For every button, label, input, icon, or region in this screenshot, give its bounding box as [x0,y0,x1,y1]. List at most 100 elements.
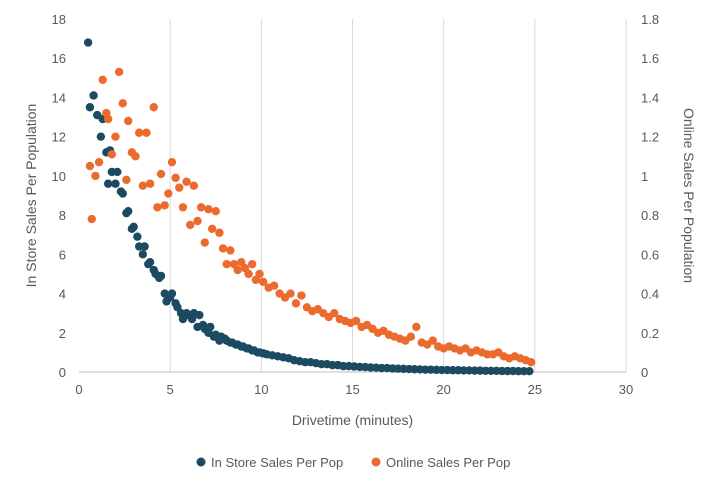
legend-label-online: Online Sales Per Pop [386,455,510,470]
legend-label-in-store: In Store Sales Per Pop [211,455,343,470]
data-series [83,38,536,376]
y-axis-title: In Store Sales Per Population [23,104,39,288]
online-point [107,150,117,159]
online-point [138,181,148,190]
online-point [211,206,220,216]
x-tick-label: 5 [167,382,174,397]
in-store-point [111,179,120,188]
in-store-series [83,38,534,376]
online-point [118,99,127,108]
online-point [134,128,144,137]
y2-tick-label: 0.2 [641,326,659,341]
online-point [291,299,301,308]
online-point [207,224,217,234]
online-point [142,128,151,137]
y2-tick-label: 1 [641,169,648,184]
y2-tick-label: 0.6 [641,247,659,262]
online-point [85,161,95,171]
online-point [204,205,213,214]
y2-tick-label: 1.8 [641,12,659,27]
online-point [124,116,133,126]
in-store-point [124,206,133,216]
online-point [233,265,242,275]
online-point [145,179,155,188]
y-tick-label: 18 [52,12,66,27]
in-store-point [525,367,534,376]
online-point [149,103,158,112]
x-axis-title: Drivetime (minutes) [292,412,413,428]
online-point [156,169,166,179]
online-point [87,214,96,224]
online-point [244,269,253,279]
y-tick-label: 12 [52,130,66,145]
online-point [167,157,177,167]
y-tick-label: 8 [59,208,66,223]
y2-axis-title: Online Sales Per Population [681,108,697,283]
y-tick-label: 6 [59,247,66,262]
in-store-point [118,189,127,198]
y-tick-label: 10 [52,169,66,184]
online-point [218,244,228,253]
x-tick-label: 10 [254,382,268,397]
online-point [186,220,195,230]
online-point [269,281,279,290]
online-point [182,177,191,186]
online-point [255,269,264,279]
in-store-point [89,91,98,100]
legend: In Store Sales Per Pop Online Sales Per P… [196,455,510,470]
online-point [351,316,361,326]
legend-marker-in-store [196,457,206,467]
online-point [196,203,206,212]
axes: 0 5 10 15 20 25 30 0 2 4 6 8 10 12 14 16 18 0 0.2 0.4 0.6 0.8… [52,12,660,397]
in-store-point [140,242,149,251]
online-point [412,322,421,332]
x-tick-label: 0 [75,382,82,397]
in-store-point [83,38,93,47]
online-point [330,308,339,318]
x-tick-label: 20 [436,382,450,397]
legend-marker-online [371,457,381,467]
in-store-point [206,322,215,332]
online-point [164,189,173,198]
y-tick-label: 2 [59,326,66,341]
online-point [178,203,188,212]
online-point [91,171,100,181]
in-store-point [195,310,204,320]
y-tick-label: 4 [59,287,66,302]
in-store-point [129,222,138,232]
gridlines [169,19,627,372]
y-tick-label: 0 [59,365,66,380]
online-point [222,259,231,269]
online-point [526,357,536,367]
in-store-point [167,289,177,298]
online-point [111,132,120,141]
online-point [297,291,306,300]
y2-tick-label: 0 [641,365,648,380]
online-point [114,67,124,77]
online-point [286,289,295,298]
online-point [226,246,235,255]
y-tick-label: 14 [52,90,66,105]
in-store-point [113,167,122,177]
online-point [215,228,224,237]
online-point [122,175,131,185]
online-point [406,332,416,341]
online-point [171,173,180,183]
online-point [248,259,257,269]
online-point [103,114,113,124]
online-point [428,336,437,345]
online-point [193,216,202,226]
online-point [189,181,199,190]
online-point [160,201,169,210]
y-tick-label: 16 [52,51,66,66]
online-point [153,203,162,212]
x-tick-label: 30 [619,382,633,397]
in-store-point [138,250,148,259]
y2-tick-label: 1.4 [641,90,659,105]
y2-tick-label: 1.6 [641,51,659,66]
x-tick-label: 15 [345,382,359,397]
online-point [175,183,184,192]
y2-tick-label: 0.4 [641,287,659,302]
